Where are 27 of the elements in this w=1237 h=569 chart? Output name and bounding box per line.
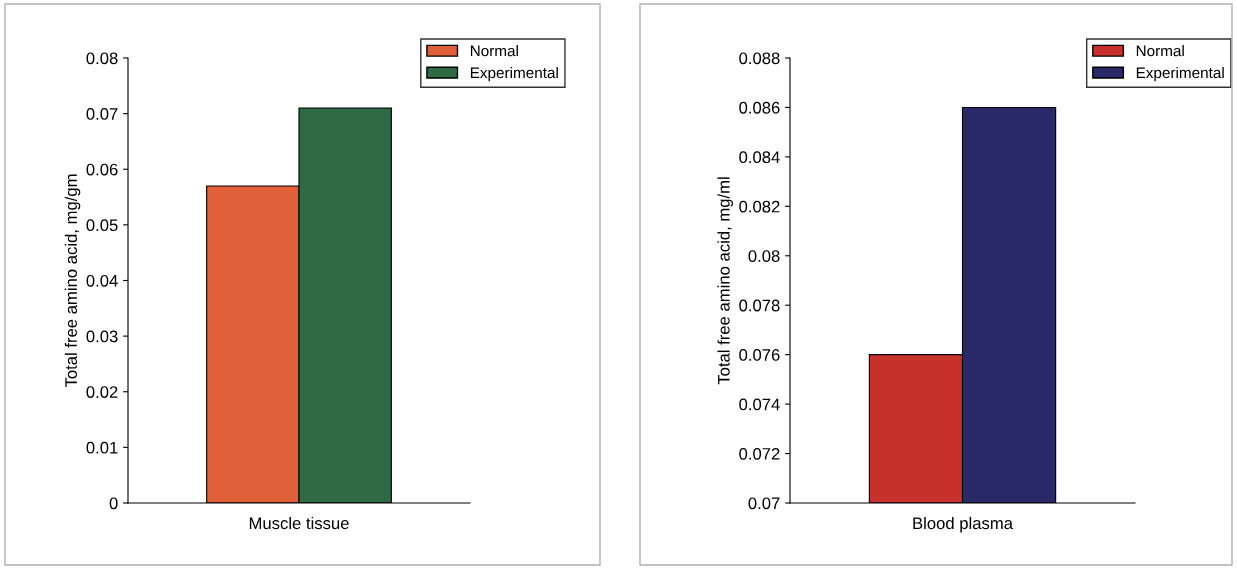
y-tick-label: 0.08 bbox=[748, 250, 780, 262]
y-tick-label: 0.076 bbox=[739, 349, 780, 361]
x-tick-label: Blood plasma bbox=[913, 516, 1013, 533]
y-tick-label: 0.02 bbox=[86, 386, 118, 398]
y-tick-label: 0.07 bbox=[86, 108, 118, 120]
y-tick-label: 0.05 bbox=[86, 219, 118, 232]
y-axis-title: Total free amino acid, mg/ml bbox=[717, 177, 734, 385]
y-tick-label: 0.084 bbox=[739, 151, 780, 164]
legend-label: Experimental bbox=[1136, 66, 1224, 82]
y-tick-label: 0.04 bbox=[86, 274, 118, 287]
legend-label: Normal bbox=[1136, 45, 1184, 57]
y-tick-label: 0.072 bbox=[739, 447, 780, 460]
y-tick-label: 0.03 bbox=[86, 330, 118, 343]
x-tick-label: Muscle tissue bbox=[249, 516, 349, 530]
y-tick-label: 0.06 bbox=[86, 163, 118, 176]
y-tick-label: 0.078 bbox=[739, 299, 780, 312]
legend-label: Normal bbox=[470, 45, 518, 57]
y-tick-label: 0.01 bbox=[86, 441, 118, 454]
y-tick-label: 0.074 bbox=[739, 398, 780, 411]
y-tick-label: 0.08 bbox=[86, 52, 118, 65]
y-tick-label: 0.082 bbox=[739, 200, 780, 213]
legend-label: Experimental bbox=[470, 66, 558, 82]
y-axis-title: Total free amino acid, mg/gm bbox=[64, 174, 81, 388]
y-tick-label: 0 bbox=[109, 497, 118, 510]
y-tick-label: 0.088 bbox=[739, 52, 780, 65]
y-tick-label: 0.07 bbox=[748, 497, 780, 510]
y-tick-label: 0.086 bbox=[739, 101, 780, 114]
